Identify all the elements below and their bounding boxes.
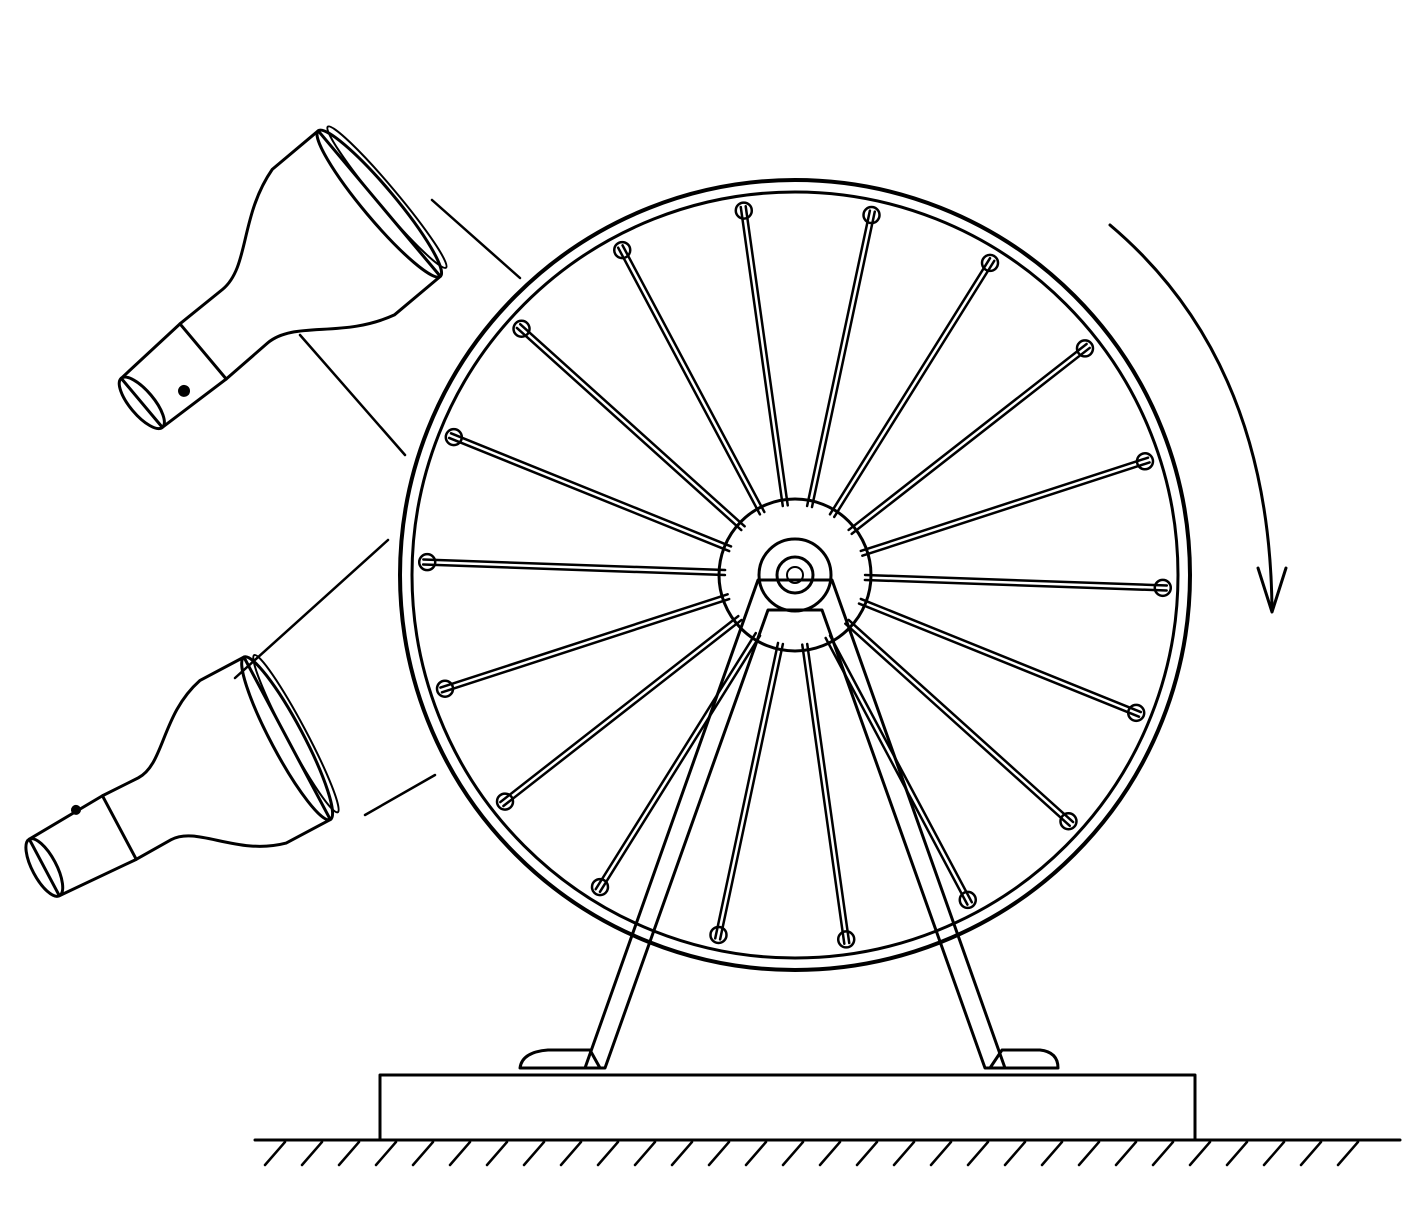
hatch-mark [522, 1140, 546, 1167]
spoke [810, 210, 877, 509]
spoke-knob [709, 925, 728, 945]
lamp-pin-icon [178, 384, 191, 397]
spoke [598, 634, 762, 894]
hatch-mark [374, 1140, 398, 1167]
spoke [499, 614, 740, 804]
spoke [739, 205, 785, 508]
spoke-knob [417, 552, 437, 572]
spoke-knob [1126, 703, 1146, 723]
spoke [847, 618, 1075, 824]
hatch-mark [1262, 1140, 1286, 1167]
wheel-spokes [417, 201, 1173, 949]
hatch-mark [263, 1140, 287, 1167]
spoke [439, 593, 729, 689]
spoke [421, 563, 727, 577]
base-plate [378, 1073, 1197, 1142]
spoke [828, 256, 992, 516]
spoke-knob [862, 205, 881, 225]
ground-hatching [263, 1140, 1360, 1167]
hatch-mark [966, 1140, 990, 1167]
hatch-mark [337, 1140, 361, 1167]
spoke [861, 461, 1151, 557]
spoke [449, 432, 733, 548]
spoke-knob [958, 890, 978, 910]
spoke [828, 634, 974, 904]
spoke [863, 573, 1169, 587]
hatch-mark [1077, 1140, 1101, 1167]
spoke [718, 642, 785, 941]
spoke [844, 622, 1072, 828]
spoke [859, 597, 1143, 714]
hatch-mark [1336, 1140, 1360, 1167]
spoke-knob [444, 427, 464, 447]
hatch-mark [596, 1140, 620, 1167]
hatch-mark [670, 1140, 694, 1167]
spoke-knob [512, 319, 531, 339]
hatch-mark [448, 1140, 472, 1167]
lower-lamp [24, 653, 340, 898]
spoke-knob [590, 877, 610, 897]
rotation-arrow-icon [1108, 223, 1288, 614]
hatch-mark [411, 1140, 435, 1167]
lamp-pin-icon [70, 804, 81, 815]
ground [253, 1138, 1402, 1167]
spoke [621, 244, 766, 514]
spoke [713, 641, 780, 940]
hatch-mark [1299, 1140, 1323, 1167]
spoke [744, 205, 789, 507]
hatch-mark [1114, 1140, 1138, 1167]
spoke-knob [836, 930, 856, 949]
spoke-knob [734, 201, 754, 220]
upper-lamp [117, 125, 448, 431]
spoke [801, 643, 846, 945]
wheel-rim [398, 178, 1192, 972]
hatch-mark [855, 1140, 879, 1167]
spoke-knob [980, 253, 1000, 273]
hatch-mark [1040, 1140, 1064, 1167]
spoke [515, 326, 743, 532]
hatch-mark [300, 1140, 324, 1167]
hatch-mark [892, 1140, 916, 1167]
spoke [859, 456, 1150, 553]
hatch-mark [485, 1140, 509, 1167]
hatch-mark [818, 1140, 842, 1167]
hatch-mark [1003, 1140, 1027, 1167]
spoke-knob [1135, 452, 1155, 471]
hatch-mark [744, 1140, 768, 1167]
stand-frame [518, 578, 1060, 1070]
hatch-mark [1151, 1140, 1175, 1167]
hatch-mark [929, 1140, 953, 1167]
spoke [863, 578, 1168, 592]
spoke [594, 631, 758, 891]
spoke-knob [1075, 339, 1095, 358]
spoke-knob [1059, 811, 1078, 831]
spoke [850, 346, 1091, 536]
spoke-knob [1153, 578, 1173, 598]
spoke-knob [495, 792, 515, 811]
hatch-mark [633, 1140, 657, 1167]
hatch-mark [781, 1140, 805, 1167]
spoke [805, 642, 851, 945]
spoke [805, 209, 872, 508]
spoke [832, 259, 996, 519]
hatch-mark [1225, 1140, 1249, 1167]
spoke-knob [435, 679, 455, 698]
spoke [422, 558, 727, 572]
spoke-knob [612, 240, 632, 260]
spoke [616, 246, 762, 516]
hatch-mark [559, 1140, 583, 1167]
spoke [518, 322, 746, 528]
spoke [857, 602, 1141, 718]
spoke [502, 618, 743, 808]
spoke [447, 436, 731, 553]
axle [757, 537, 833, 613]
spoke [440, 597, 731, 694]
hatch-mark [707, 1140, 731, 1167]
hub [717, 497, 873, 653]
spoke [847, 342, 1088, 532]
light-beams [233, 198, 522, 817]
hatch-mark [1188, 1140, 1212, 1167]
